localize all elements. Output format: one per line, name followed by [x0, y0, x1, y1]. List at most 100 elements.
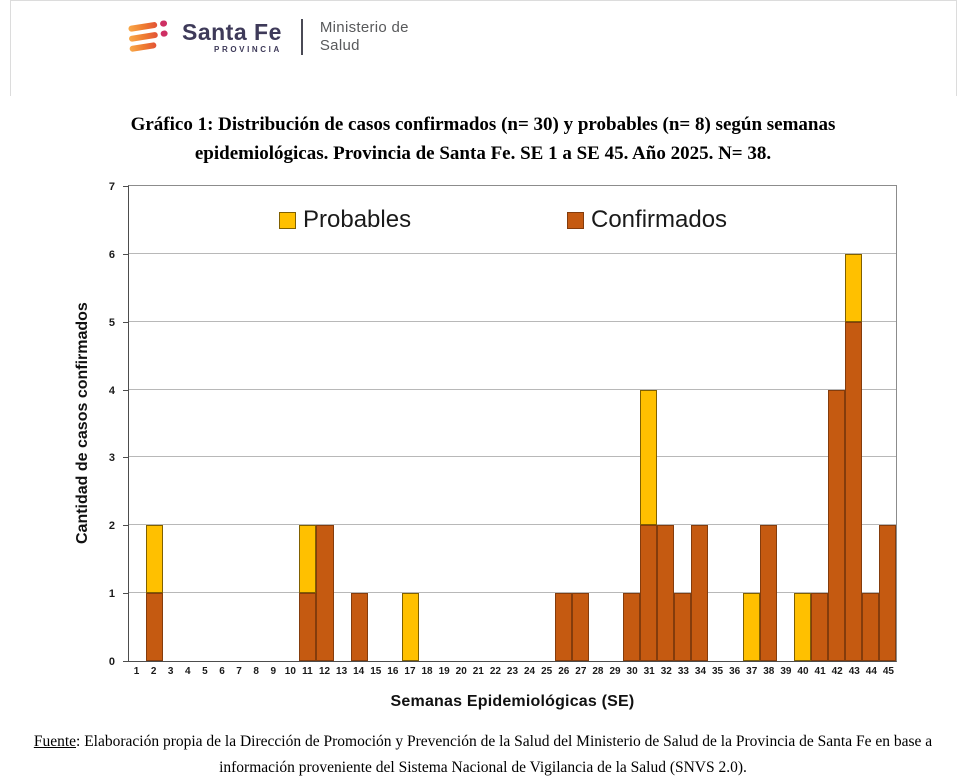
x-tick-label-11: 11 — [302, 666, 313, 677]
x-tick-label-10: 10 — [284, 666, 296, 677]
bar-confirmados-week-41 — [810, 593, 828, 661]
x-tick-label-31: 31 — [643, 666, 655, 677]
x-tick-label-18: 18 — [421, 666, 433, 677]
x-tick-label-13: 13 — [336, 666, 348, 677]
ministry-line-2: Salud — [319, 37, 360, 54]
x-tick-label-44: 44 — [865, 666, 877, 677]
x-tick-label-23: 23 — [506, 666, 519, 677]
x-tick-label-15: 15 — [370, 666, 382, 677]
y-tick-mark-5 — [123, 321, 128, 323]
bar-confirmados-week-30 — [623, 593, 641, 661]
x-tick-label-36: 36 — [729, 666, 741, 677]
bar-confirmados-week-38 — [759, 525, 777, 661]
y-tick-label-1: 1 — [108, 588, 115, 601]
x-tick-label-21: 21 — [472, 666, 484, 677]
legend-item-probables: Probables — [279, 206, 411, 234]
x-tick-label-2: 2 — [150, 666, 157, 677]
legend-swatch-confirmados — [567, 211, 584, 229]
legend-item-confirmados: Confirmados — [567, 206, 727, 234]
y-tick-label-2: 2 — [108, 520, 115, 533]
x-tick-label-37: 37 — [746, 666, 758, 677]
x-tick-label-24: 24 — [524, 666, 536, 677]
x-tick-label-27: 27 — [575, 666, 587, 677]
x-tick-label-26: 26 — [558, 666, 570, 677]
gridline-1 — [129, 592, 896, 594]
legend-label-probables: Probables — [303, 206, 412, 233]
x-tick-label-7: 7 — [236, 666, 242, 677]
brand-subtitle: PROVINCIA — [214, 45, 282, 54]
x-tick-label-17: 17 — [404, 666, 416, 677]
y-tick-label-0: 0 — [108, 656, 115, 668]
x-tick-label-25: 25 — [541, 666, 553, 677]
x-tick-label-34: 34 — [694, 666, 707, 677]
bar-confirmados-week-32 — [657, 525, 675, 661]
y-tick-label-4: 4 — [108, 384, 115, 397]
ministry-line-1: Ministerio de — [319, 19, 409, 36]
x-tick-label-14: 14 — [353, 666, 365, 677]
santafe-logo: Santa Fe PROVINCIA Ministerio de Salud — [126, 17, 409, 57]
x-tick-label-33: 33 — [677, 666, 689, 677]
y-tick-mark-0 — [123, 661, 128, 662]
x-axis-title: Semanas Epidemiológicas (SE) — [390, 693, 635, 710]
x-tick-label-29: 29 — [609, 666, 621, 677]
bar-confirmados-week-2 — [146, 593, 164, 661]
brand-block: Santa Fe PROVINCIA — [182, 20, 282, 54]
x-tick-label-42: 42 — [831, 666, 843, 677]
x-tick-label-40: 40 — [797, 666, 809, 677]
bar-probables-week-37 — [742, 593, 760, 661]
y-tick-mark-4 — [123, 389, 128, 391]
x-tick-label-5: 5 — [202, 666, 208, 677]
bar-confirmados-week-31 — [640, 525, 658, 661]
bar-confirmados-week-43 — [844, 321, 862, 661]
page-border-top — [10, 0, 957, 1]
x-tick-label-4: 4 — [185, 666, 191, 677]
x-tick-label-1: 1 — [133, 666, 140, 677]
y-tick-label-7: 7 — [108, 181, 115, 193]
bar-confirmados-week-26 — [555, 593, 573, 661]
x-tick-label-45: 45 — [882, 666, 894, 677]
bar-confirmados-week-45 — [878, 525, 896, 661]
y-tick-mark-7 — [123, 186, 128, 187]
page-border-left — [10, 0, 11, 96]
x-tick-label-3: 3 — [167, 666, 174, 677]
x-tick-label-35: 35 — [711, 666, 724, 677]
x-tick-label-43: 43 — [848, 666, 860, 677]
x-tick-label-39: 39 — [780, 666, 792, 677]
source-label: Fuente — [33, 733, 77, 750]
y-tick-label-3: 3 — [108, 452, 115, 465]
source-note: Fuente: Elaboración propia de la Direcci… — [18, 729, 948, 781]
x-tick-label-12: 12 — [318, 666, 331, 677]
x-tick-label-9: 9 — [270, 666, 277, 677]
x-tick-label-41: 41 — [814, 666, 826, 677]
y-tick-mark-1 — [123, 593, 128, 595]
x-tick-label-22: 22 — [489, 666, 501, 677]
x-tick-label-30: 30 — [626, 666, 638, 677]
bar-probables-week-43 — [844, 253, 862, 322]
x-axis-labels: 1 2 3 4 5 6 7 8 9 10 11 12 13 14 15 16 17 18 19 20 21 22 23 24 2… — [128, 666, 897, 680]
gridline-3 — [129, 456, 896, 458]
santafe-flag-icon — [128, 20, 168, 52]
x-tick-label-8: 8 — [253, 666, 259, 677]
x-tick-label-19: 19 — [438, 666, 450, 677]
bar-confirmados-week-14 — [350, 593, 368, 661]
legend-label-confirmados: Confirmados — [591, 206, 728, 233]
bar-probables-week-31 — [640, 389, 658, 526]
bar-probables-week-17 — [401, 593, 419, 661]
page-border-right — [956, 0, 957, 96]
gridline-5 — [129, 320, 896, 322]
chart-title: Gráfico 1: Distribución de casos confirm… — [0, 110, 966, 168]
bar-confirmados-week-44 — [861, 593, 879, 661]
x-tick-label-16: 16 — [387, 666, 399, 677]
x-tick-label-20: 20 — [455, 666, 467, 677]
gridline-4 — [129, 388, 896, 390]
x-tick-label-6: 6 — [219, 666, 225, 677]
ministry-block: Ministerio de Salud — [320, 19, 409, 55]
source-text: : Elaboración propia de la Dirección de … — [76, 733, 933, 776]
x-tick-label-38: 38 — [763, 666, 775, 677]
gridline-2 — [129, 524, 896, 526]
legend-swatch-probables — [279, 211, 296, 229]
bar-probables-week-2 — [146, 525, 164, 594]
y-tick-mark-3 — [123, 457, 128, 459]
y-axis: 0 1 2 3 4 5 6 7 — [0, 181, 128, 668]
